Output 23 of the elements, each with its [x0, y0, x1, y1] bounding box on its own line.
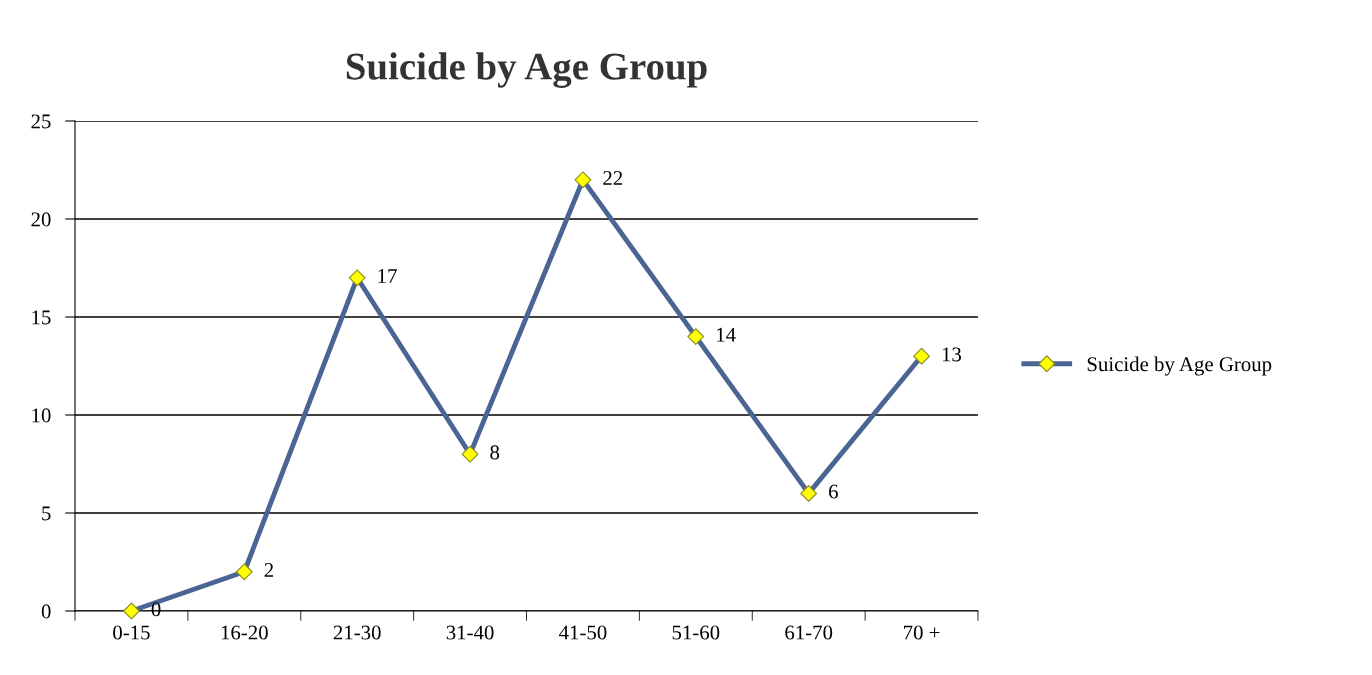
x-tick-label: 70 +	[904, 625, 940, 640]
y-tick-label: 25	[31, 114, 51, 129]
data-label: 6	[829, 484, 838, 499]
data-label: 2	[264, 563, 274, 577]
legend-label: Suicide by Age Group	[1087, 356, 1272, 376]
data-label: 22	[603, 171, 623, 185]
x-tick-label: 31-40	[446, 625, 494, 640]
data-label: 13	[942, 347, 962, 362]
data-label: 14	[717, 327, 736, 342]
y-tick-label: 15	[32, 310, 51, 325]
x-tick-label: 0-15	[113, 625, 150, 640]
y-tick-label: 5	[42, 506, 51, 521]
x-tick-label: 21-30	[333, 625, 381, 640]
y-tick-label: 20	[31, 212, 51, 227]
y-tick-label: 10	[32, 408, 51, 423]
data-label: 17	[378, 269, 397, 283]
x-tick-label: 61-70	[785, 625, 833, 640]
x-tick-label: 16-20	[221, 625, 268, 640]
x-tick-label: 41-50	[559, 625, 607, 640]
data-label: 8	[490, 445, 500, 460]
chart-title: Suicide by Age Group	[346, 52, 707, 88]
x-tick-label: 51-60	[672, 625, 720, 640]
y-tick-label: 0	[41, 604, 51, 619]
